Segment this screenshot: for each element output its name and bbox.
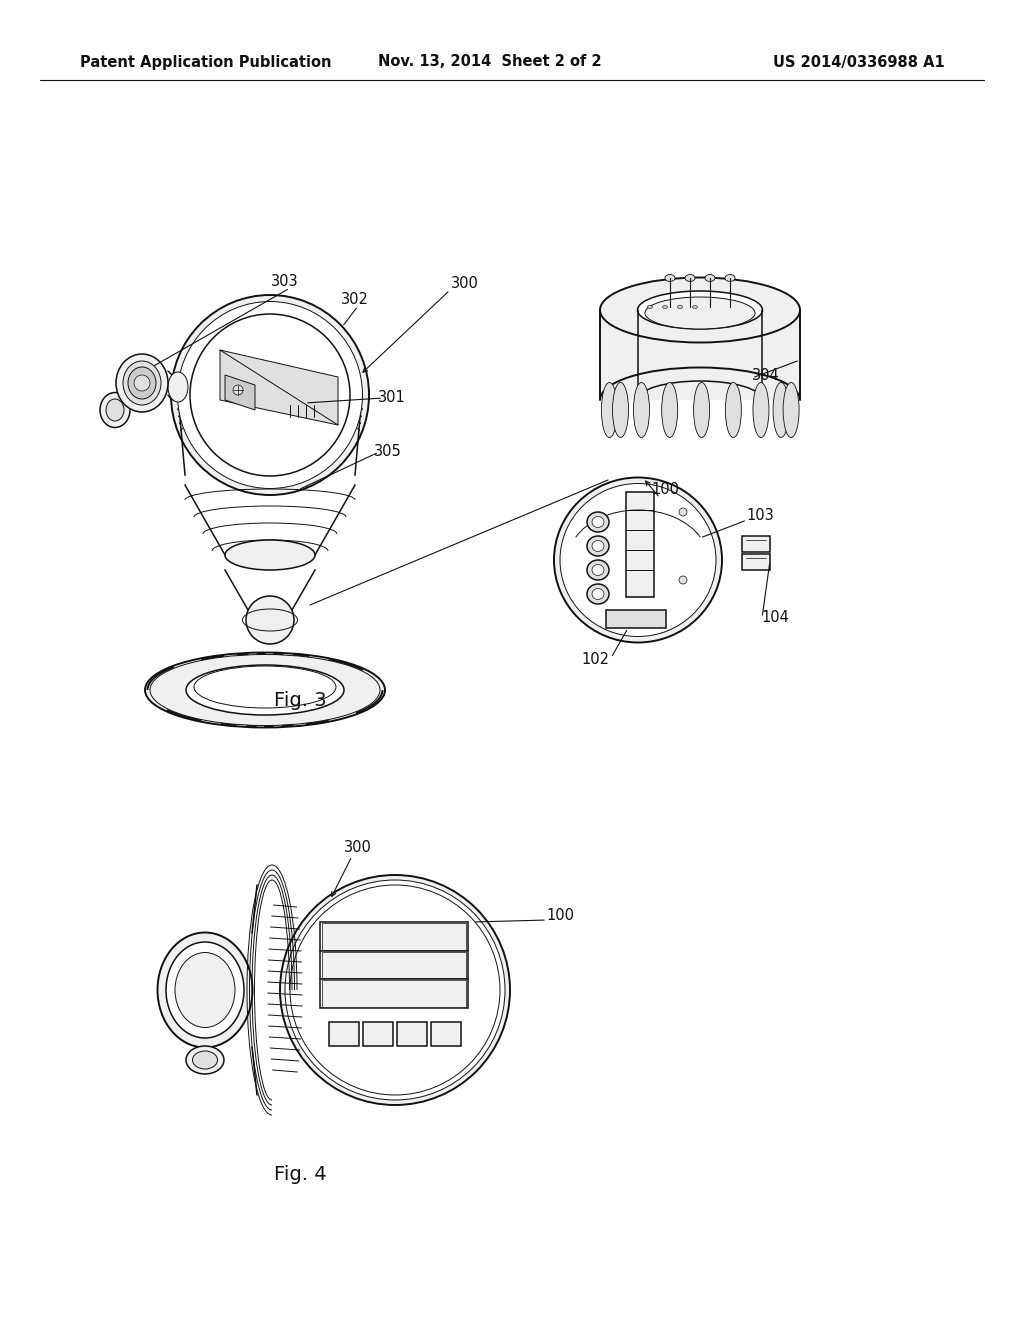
Bar (606, 610, 666, 628)
Text: 102: 102 (581, 652, 609, 668)
Ellipse shape (587, 536, 609, 556)
Ellipse shape (587, 583, 609, 605)
Bar (329, 1022, 359, 1045)
Ellipse shape (601, 383, 617, 437)
Text: 302: 302 (341, 293, 369, 308)
Ellipse shape (145, 652, 385, 727)
Text: 300: 300 (451, 276, 479, 290)
Bar (322, 952, 466, 978)
Text: 301: 301 (378, 391, 406, 405)
Ellipse shape (233, 385, 243, 395)
Ellipse shape (647, 305, 652, 309)
Ellipse shape (190, 314, 350, 477)
Ellipse shape (679, 508, 687, 516)
Text: 100: 100 (651, 483, 679, 498)
Text: 303: 303 (271, 275, 299, 289)
Text: 104: 104 (761, 610, 788, 626)
Ellipse shape (225, 540, 315, 570)
Ellipse shape (592, 589, 604, 599)
Ellipse shape (645, 297, 755, 329)
Ellipse shape (600, 277, 800, 342)
Ellipse shape (665, 275, 675, 281)
Ellipse shape (246, 597, 294, 644)
Ellipse shape (592, 516, 604, 528)
Text: 103: 103 (746, 507, 774, 523)
Ellipse shape (186, 665, 344, 715)
Ellipse shape (685, 275, 695, 281)
Ellipse shape (134, 375, 150, 391)
Ellipse shape (554, 478, 722, 643)
Text: Fig. 3: Fig. 3 (273, 690, 327, 710)
Text: Fig. 4: Fig. 4 (273, 1166, 327, 1184)
Ellipse shape (177, 301, 362, 488)
Ellipse shape (678, 305, 683, 309)
Ellipse shape (280, 875, 510, 1105)
Text: 100: 100 (546, 908, 574, 923)
Ellipse shape (638, 290, 763, 329)
Ellipse shape (587, 560, 609, 579)
Text: 304: 304 (752, 367, 780, 383)
Ellipse shape (612, 383, 629, 437)
Ellipse shape (592, 565, 604, 576)
Bar (626, 492, 654, 597)
Text: 300: 300 (344, 841, 372, 855)
Ellipse shape (662, 383, 678, 437)
Ellipse shape (725, 275, 735, 281)
Text: Patent Application Publication: Patent Application Publication (80, 54, 332, 70)
Ellipse shape (128, 367, 156, 399)
Ellipse shape (100, 392, 130, 428)
Ellipse shape (773, 383, 790, 437)
Bar (742, 536, 770, 552)
Bar (322, 923, 466, 949)
Ellipse shape (592, 540, 604, 552)
Ellipse shape (171, 294, 369, 495)
Bar (397, 1022, 427, 1045)
Ellipse shape (285, 880, 505, 1100)
Polygon shape (600, 310, 800, 400)
Ellipse shape (560, 483, 716, 636)
Ellipse shape (194, 667, 336, 708)
Bar (742, 554, 770, 570)
Ellipse shape (693, 383, 710, 437)
Bar (362, 1022, 393, 1045)
Ellipse shape (692, 305, 697, 309)
Ellipse shape (116, 354, 168, 412)
Bar (319, 921, 468, 1008)
Polygon shape (225, 375, 255, 411)
Ellipse shape (725, 383, 741, 437)
Ellipse shape (106, 399, 124, 421)
Ellipse shape (123, 360, 161, 405)
Ellipse shape (753, 383, 769, 437)
Bar (431, 1022, 461, 1045)
Ellipse shape (186, 1045, 224, 1074)
Polygon shape (220, 350, 338, 425)
Ellipse shape (634, 383, 649, 437)
Ellipse shape (679, 576, 687, 583)
Ellipse shape (158, 932, 253, 1048)
Text: 305: 305 (374, 445, 401, 459)
Ellipse shape (290, 884, 500, 1096)
Ellipse shape (168, 372, 188, 403)
Ellipse shape (166, 942, 244, 1038)
Ellipse shape (587, 512, 609, 532)
Ellipse shape (705, 275, 715, 281)
Text: US 2014/0336988 A1: US 2014/0336988 A1 (773, 54, 945, 70)
Ellipse shape (663, 305, 668, 309)
Bar (322, 981, 466, 1007)
Ellipse shape (783, 383, 799, 437)
Text: Nov. 13, 2014  Sheet 2 of 2: Nov. 13, 2014 Sheet 2 of 2 (378, 54, 602, 70)
Ellipse shape (175, 953, 234, 1027)
Ellipse shape (193, 1051, 217, 1069)
